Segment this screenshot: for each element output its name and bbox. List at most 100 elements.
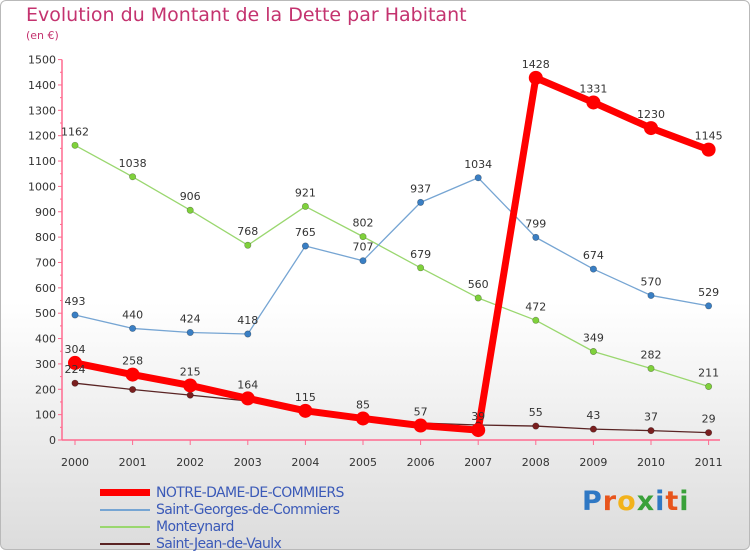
legend-label: Monteynard (156, 518, 234, 535)
x-tick-label: 2008 (522, 456, 550, 469)
data-label: 37 (644, 411, 658, 424)
data-label: 164 (237, 378, 258, 391)
data-label: 211 (698, 366, 719, 379)
data-label: 1230 (637, 108, 665, 121)
data-label: 1034 (464, 158, 492, 171)
x-tick-label: 2004 (291, 456, 319, 469)
y-tick-label: 100 (35, 409, 56, 422)
legend-swatch (100, 508, 150, 511)
data-point (705, 302, 713, 310)
x-tick-label: 2007 (464, 456, 492, 469)
logo-letter: r (602, 486, 618, 517)
data-point (589, 425, 597, 433)
data-point (474, 174, 482, 182)
y-tick-label: 1500 (28, 54, 56, 67)
data-point (129, 324, 137, 332)
data-label: 1038 (119, 157, 147, 170)
series-line-saint-georges-de-commiers (74, 177, 709, 335)
data-label: 1162 (61, 125, 89, 138)
logo-letter: i (679, 486, 690, 517)
legend-label: NOTRE-DAME-DE-COMMIERS (156, 484, 344, 501)
y-tick-label: 1200 (28, 130, 56, 143)
x-tick-label: 2006 (407, 456, 435, 469)
chart-subtitle: (en €) (26, 29, 59, 42)
data-point (705, 429, 713, 437)
data-point (186, 391, 194, 399)
data-point (647, 364, 655, 372)
y-tick-label: 300 (35, 358, 56, 371)
data-labels: 224 55 43 37 29 1162 1038 906 768 921 802 679 560 472… (61, 58, 723, 426)
data-point (586, 95, 601, 110)
data-label: 349 (583, 331, 604, 344)
legend: NOTRE-DAME-DE-COMMIERS Saint-Georges-de-C… (100, 484, 344, 552)
data-label: 799 (525, 217, 546, 230)
data-label: 472 (525, 300, 546, 313)
data-label: 418 (237, 314, 258, 327)
data-label: 85 (356, 398, 370, 411)
data-point (417, 264, 425, 272)
legend-label: Saint-Georges-de-Commiers (156, 501, 340, 518)
data-point (532, 316, 540, 324)
y-tick-label: 1100 (28, 155, 56, 168)
data-label: 29 (702, 413, 716, 426)
data-point (471, 423, 486, 438)
legend-swatch (100, 542, 150, 545)
data-label: 937 (410, 182, 431, 195)
y-tick-label: 0 (49, 434, 56, 447)
series-line-notre-dame-de-commiers (74, 74, 710, 434)
data-label: 43 (586, 409, 600, 422)
legend-label: Saint-Jean-de-Vaulx (156, 535, 282, 552)
data-label: 215 (180, 365, 201, 378)
data-point (125, 367, 140, 382)
data-point (647, 427, 655, 435)
y-tick-label: 200 (35, 383, 56, 396)
legend-item: Saint-Jean-de-Vaulx (100, 535, 344, 552)
data-point (71, 141, 79, 149)
data-point (183, 378, 198, 393)
data-point (129, 173, 137, 181)
logo-letter: t (665, 486, 680, 517)
data-label: 39 (471, 410, 485, 423)
data-point (647, 291, 655, 299)
x-tick-label: 2005 (349, 456, 377, 469)
data-point (301, 242, 309, 250)
data-label: 768 (237, 225, 258, 238)
legend-item: Saint-Georges-de-Commiers (100, 501, 344, 518)
data-point (186, 206, 194, 214)
x-tick-label: 2001 (119, 456, 147, 469)
data-point (356, 411, 370, 426)
series-line-monteynard (74, 144, 709, 388)
data-label: 493 (65, 295, 86, 308)
data-point (359, 257, 367, 265)
data-label: 55 (529, 406, 543, 419)
data-label: 57 (414, 406, 428, 419)
data-label: 440 (122, 308, 143, 321)
x-tick-label: 2002 (176, 456, 204, 469)
chart-title: Evolution du Montant de la Dette par Hab… (26, 4, 467, 26)
x-tick-label: 2011 (695, 456, 723, 469)
data-label: 1331 (579, 82, 607, 95)
data-point (359, 233, 367, 241)
x-tick-label: 2009 (579, 456, 607, 469)
data-label: 224 (65, 363, 86, 376)
data-point (532, 422, 540, 430)
data-label: 282 (641, 348, 662, 361)
data-label: 1145 (695, 130, 723, 143)
y-tick-label: 500 (35, 307, 56, 320)
data-point (244, 241, 252, 249)
x-tick-label: 2000 (61, 456, 89, 469)
y-tick-label: 700 (35, 256, 56, 269)
data-point (532, 233, 540, 241)
data-label: 115 (295, 391, 316, 404)
data-point (589, 347, 597, 355)
data-point (244, 330, 252, 338)
data-label: 921 (295, 186, 316, 199)
data-label: 570 (641, 275, 662, 288)
data-point (589, 265, 597, 273)
data-point (528, 70, 543, 85)
data-label: 424 (180, 312, 201, 325)
data-label: 679 (410, 248, 431, 261)
data-point (705, 382, 713, 390)
